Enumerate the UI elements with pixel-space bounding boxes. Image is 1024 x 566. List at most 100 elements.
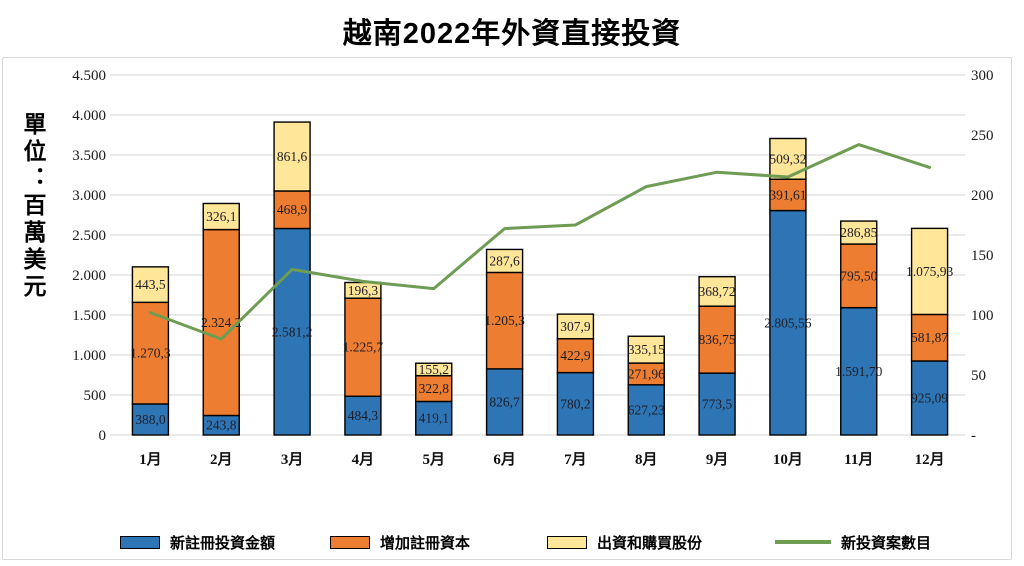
right-axis-tick-label: 250: [971, 128, 994, 144]
bar-segment: [485, 368, 524, 436]
data-label: 1.205,3: [484, 313, 525, 328]
data-label: 368,72: [699, 284, 736, 299]
x-axis-month-label: 1月: [139, 451, 162, 468]
data-label: 836,75: [699, 332, 736, 347]
x-axis-month-label: 7月: [564, 451, 587, 468]
bar-segment: [485, 271, 524, 370]
data-label: 443,5: [135, 277, 166, 292]
left-axis-tick-label: 2.500: [72, 228, 106, 244]
data-label: 826,7: [489, 394, 520, 409]
bar-segment: [131, 266, 170, 304]
data-label: 391,61: [769, 187, 806, 202]
data-label: 286,85: [840, 225, 877, 240]
bar-segment: [910, 360, 949, 436]
data-label: 155,2: [419, 362, 449, 377]
bar-segment: [273, 227, 311, 436]
right-axis-tick-label: 200: [971, 188, 994, 204]
data-label: 581,87: [911, 330, 948, 345]
data-label: 484,3: [348, 408, 379, 423]
right-axis-tick-label: 100: [971, 308, 994, 324]
bar-segment: [769, 178, 807, 212]
legend-swatch-blue: [120, 535, 160, 549]
legend-label: 增加註冊資本: [380, 534, 471, 552]
bar-segment: [415, 400, 453, 436]
left-axis-tick-label: 0: [99, 428, 107, 444]
legend-item-capital-contribution: 出資和購買股份: [547, 531, 702, 553]
legend-item-new-projects-line: 新投資案數目: [775, 531, 931, 553]
data-label: 468,9: [277, 202, 308, 217]
data-label: 2.324,2: [201, 315, 242, 330]
data-label: 196,3: [348, 283, 379, 298]
bar-segment: [556, 338, 595, 374]
bar-segment: [698, 275, 736, 307]
bar-segment: [840, 243, 878, 309]
legend-label: 新註冊投資金額: [170, 534, 276, 552]
x-axis-month-label: 11月: [844, 451, 873, 468]
bar-segment: [273, 121, 311, 192]
bar-segment: [840, 220, 878, 245]
left-axis-tick-label: 3.500: [72, 148, 106, 164]
bar-segment: [202, 202, 240, 231]
legend-swatch-orange: [330, 535, 370, 549]
right-axis-tick-label: 300: [971, 68, 994, 84]
data-label: 322,8: [419, 381, 450, 396]
bar-segment: [556, 371, 595, 436]
legend-item-adjusted-capital: 增加註冊資本: [330, 531, 470, 553]
right-axis-tick-label: 150: [971, 248, 994, 264]
x-axis-month-label: 10月: [773, 451, 803, 468]
plot-area: 4.500 4.000 3.500 3.000 2.500 2.000 1.500 1.000…: [72, 68, 994, 468]
data-label: 2.805,56: [764, 315, 812, 330]
left-axis-tick-label: 500: [84, 388, 107, 404]
legend-label: 新投資案數目: [841, 534, 932, 552]
data-label: 326,1: [206, 209, 236, 224]
data-label: 1.225,7: [343, 340, 384, 355]
x-axis-month-label: 5月: [422, 451, 445, 468]
data-label: 1.270,3: [130, 346, 171, 361]
data-label: 627,23: [628, 402, 665, 417]
legend-line-swatch-green: [775, 540, 831, 544]
bar-segment: [415, 362, 453, 377]
data-label: 419,1: [419, 411, 449, 426]
bar-segment: [273, 190, 311, 230]
bar-segment: [344, 395, 382, 436]
right-axis-tick-label: 50: [971, 368, 986, 384]
left-axis-tick-label: 4.500: [72, 68, 106, 84]
bar-segment: [910, 227, 949, 316]
chart-title: 越南2022年外資直接投資: [342, 18, 682, 50]
right-axis-tick-label: -: [971, 428, 976, 444]
bar-segment: [556, 313, 595, 340]
data-label: 287,6: [489, 253, 520, 268]
data-label: 271,96: [628, 366, 665, 381]
x-axis-month-label: 12月: [915, 451, 945, 468]
bar-segment: [202, 228, 240, 417]
bar-segment: [627, 335, 665, 364]
data-label: 1.075,93: [906, 264, 954, 279]
legend-label: 出資和購買股份: [597, 534, 703, 552]
data-label: 773,5: [702, 397, 733, 412]
bar-segment: [485, 248, 524, 274]
x-axis-month-label: 8月: [635, 451, 658, 468]
data-label: 861,6: [277, 149, 308, 164]
bar-segment: [131, 301, 170, 405]
bar-segment: [910, 313, 949, 362]
left-axis-tick-label: 3.000: [72, 188, 106, 204]
left-axis-tick-label: 1.500: [72, 308, 106, 324]
left-axis-tick-label: 1.000: [72, 348, 106, 364]
x-axis-month-label: 4月: [352, 451, 375, 468]
line-series: [148, 143, 932, 341]
legend-swatch-yellow: [547, 535, 587, 549]
data-label: 388,0: [135, 412, 166, 427]
bar-segment: [698, 305, 736, 374]
legend-item-newly-registered: 新註冊投資金額: [120, 531, 275, 553]
x-axis-month-label: 3月: [281, 451, 304, 468]
x-axis-month-label: 2月: [210, 451, 233, 468]
data-label: 795,50: [840, 268, 877, 283]
y-axis-unit-label: 單位：百萬美元: [20, 112, 46, 301]
data-label: 509,32: [769, 151, 806, 166]
x-axis-month-label: 6月: [493, 451, 516, 468]
data-label: 335,15: [628, 342, 665, 357]
bar-segment: [769, 209, 807, 436]
data-label: 243,8: [206, 418, 237, 433]
data-label: 925,09: [911, 390, 948, 405]
